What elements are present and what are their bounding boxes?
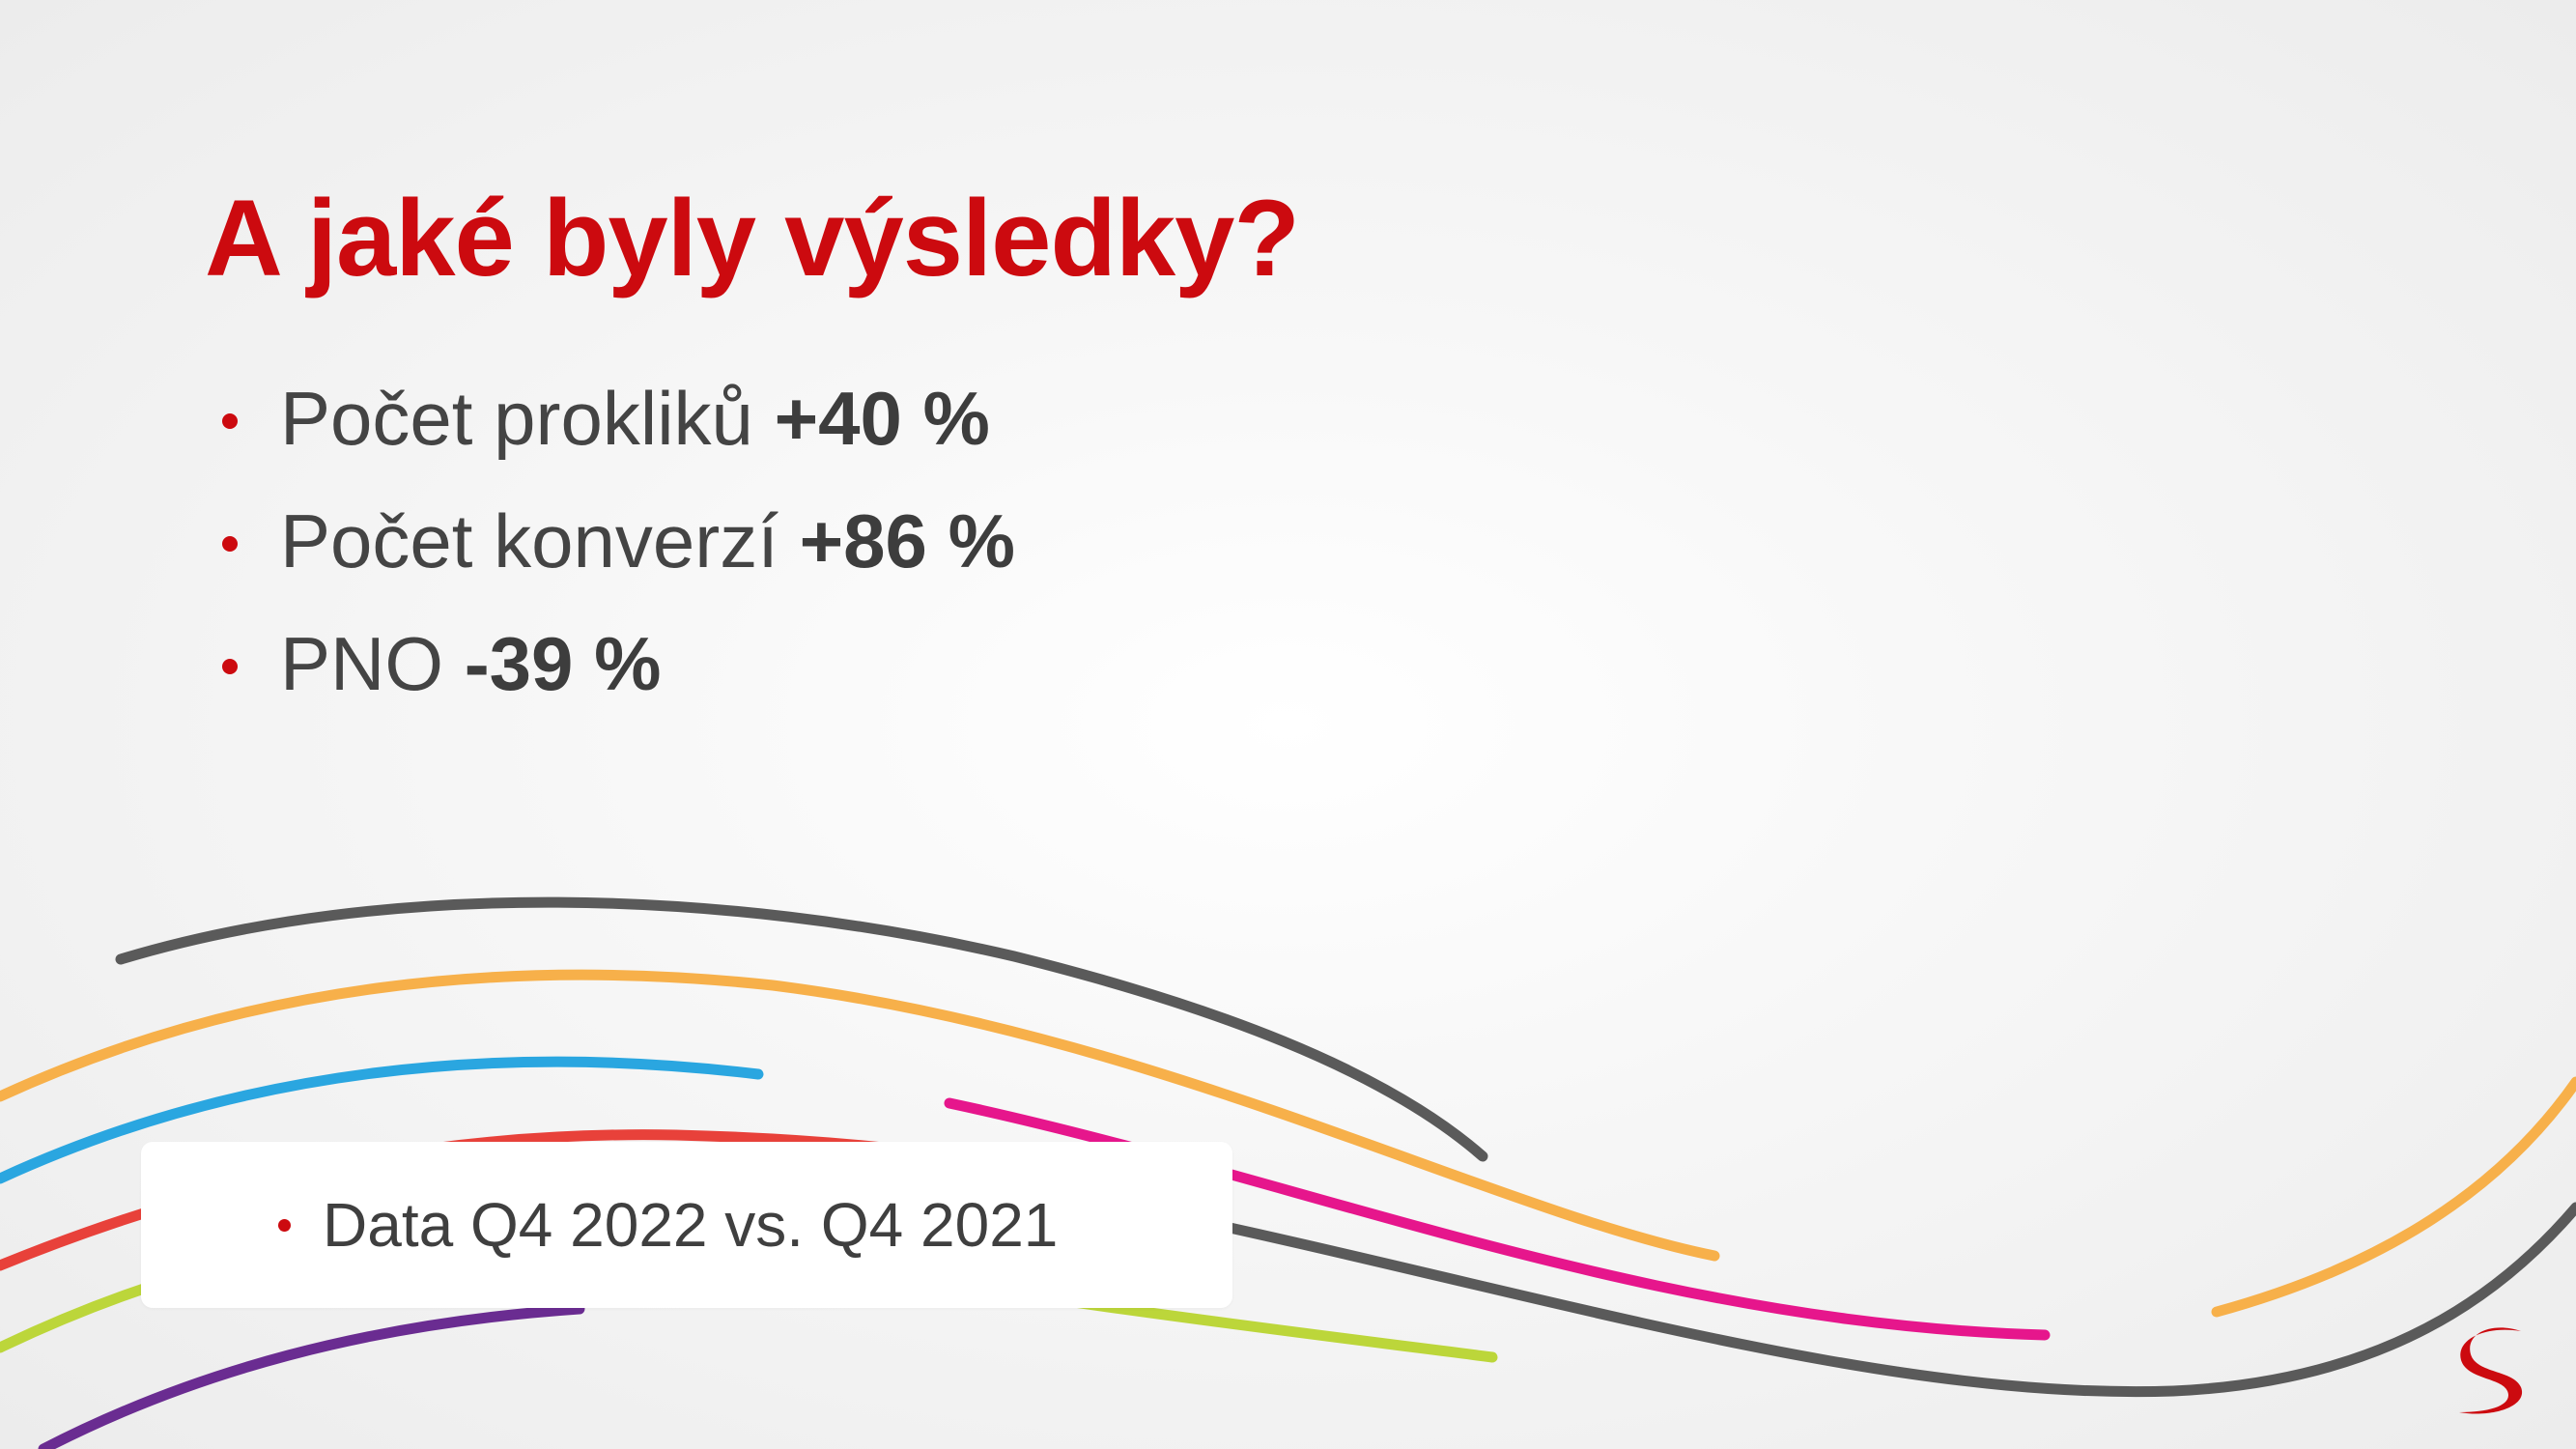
bullet-value: -39 % bbox=[464, 621, 662, 706]
bullet-icon bbox=[222, 658, 238, 674]
bullet-value: +86 % bbox=[799, 498, 1015, 583]
wave-dark-top bbox=[115, 896, 1488, 1162]
brand-s-logo-icon bbox=[2459, 1327, 2523, 1414]
wave-dark-lower bbox=[1153, 1202, 2576, 1398]
results-list: Počet prokliků +40 % Počet konverzí +86 … bbox=[222, 357, 1015, 725]
wave-orange bbox=[0, 969, 1720, 1262]
bullet-icon bbox=[222, 535, 238, 552]
list-item: PNO -39 % bbox=[222, 603, 1015, 725]
list-item: Počet prokliků +40 % bbox=[222, 357, 1015, 480]
bullet-icon bbox=[222, 412, 238, 429]
wave-blue bbox=[0, 1056, 764, 1184]
list-item: Počet konverzí +86 % bbox=[222, 480, 1015, 603]
note-text: Data Q4 2022 vs. Q4 2021 bbox=[323, 1190, 1059, 1260]
bullet-value: +40 % bbox=[774, 376, 990, 461]
bullet-icon bbox=[278, 1219, 291, 1232]
bullet-label: PNO bbox=[280, 621, 465, 706]
slide-title: A jaké byly výsledky? bbox=[205, 178, 1300, 298]
bullet-label: Počet konverzí bbox=[280, 498, 800, 583]
wave-magenta bbox=[944, 1097, 2051, 1341]
wave-orange-right bbox=[2211, 1076, 2576, 1318]
wave-purple bbox=[38, 1303, 585, 1449]
data-note-box: Data Q4 2022 vs. Q4 2021 bbox=[141, 1142, 1232, 1308]
bullet-label: Počet prokliků bbox=[280, 376, 775, 461]
note-item: Data Q4 2022 vs. Q4 2021 bbox=[278, 1142, 1058, 1308]
